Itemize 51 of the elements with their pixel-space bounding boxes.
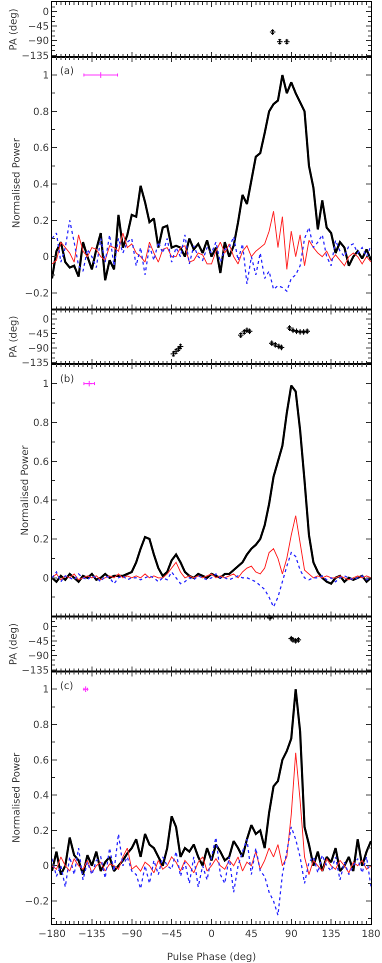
y-tick-label: 0 — [42, 861, 49, 872]
y-tick-label: −0.2 — [24, 288, 49, 300]
y-axis-title: Normalised Power — [20, 444, 32, 536]
y-axis-title: Normalised Power — [12, 137, 23, 228]
y-tick-label: 0.4 — [33, 496, 49, 507]
x-tick-label: 135 — [322, 929, 341, 940]
y-tick-label: 0.2 — [33, 826, 49, 837]
x-tick-label: −45 — [161, 929, 182, 940]
y-tick-label: 0.2 — [33, 216, 49, 227]
y-tick-label: −0.2 — [24, 896, 49, 908]
x-tick-label: 45 — [245, 929, 258, 940]
annotation: (a) — [60, 66, 74, 77]
y-tick-label: −45 — [28, 636, 49, 648]
y-tick-label: −135 — [22, 358, 49, 370]
annotation: (c) — [60, 681, 74, 692]
y-tick-label: 0 — [42, 7, 49, 18]
y-tick-label: 0.4 — [33, 790, 49, 802]
x-tick-label: −180 — [38, 929, 66, 940]
y-tick-label: 0.6 — [33, 755, 49, 766]
y-tick-label: 1 — [42, 684, 49, 696]
y-tick-label: 0 — [42, 314, 49, 326]
annotation: (b) — [60, 374, 74, 385]
y-tick-label: 0 — [42, 252, 49, 264]
y-axis-title: PA (deg) — [8, 8, 20, 50]
y-tick-label: 0.8 — [33, 418, 49, 429]
x-tick-label: 90 — [284, 929, 298, 940]
y-tick-label: −90 — [28, 344, 49, 355]
y-axis-title: PA (deg) — [8, 316, 20, 358]
y-tick-label: 0.6 — [33, 456, 49, 468]
y-tick-label: 1 — [42, 70, 49, 82]
y-tick-label: −45 — [28, 22, 49, 33]
y-tick-label: −135 — [22, 50, 49, 62]
y-tick-label: 0.8 — [33, 720, 49, 732]
x-tick-label: 0 — [208, 929, 215, 940]
y-tick-label: 0.8 — [33, 106, 49, 118]
y-tick-label: 0.2 — [33, 534, 49, 546]
x-tick-label: −90 — [121, 929, 142, 940]
y-axis-title: PA (deg) — [8, 622, 20, 666]
y-tick-label: −90 — [28, 36, 49, 48]
y-tick-label: 1 — [42, 379, 49, 390]
x-axis-title: Pulse Phase (deg) — [166, 952, 256, 963]
y-tick-label: 0.6 — [33, 143, 49, 154]
x-tick-label: −135 — [78, 929, 106, 940]
y-tick-label: 0 — [42, 622, 49, 633]
y-tick-label: 0 — [42, 573, 49, 584]
y-axis-title: Normalised Power — [12, 752, 23, 843]
x-tick-label: 180 — [361, 929, 381, 940]
y-tick-label: −135 — [22, 665, 49, 676]
y-tick-label: −45 — [28, 329, 49, 340]
y-tick-label: 0.4 — [33, 180, 49, 191]
y-tick-label: −90 — [28, 650, 49, 662]
